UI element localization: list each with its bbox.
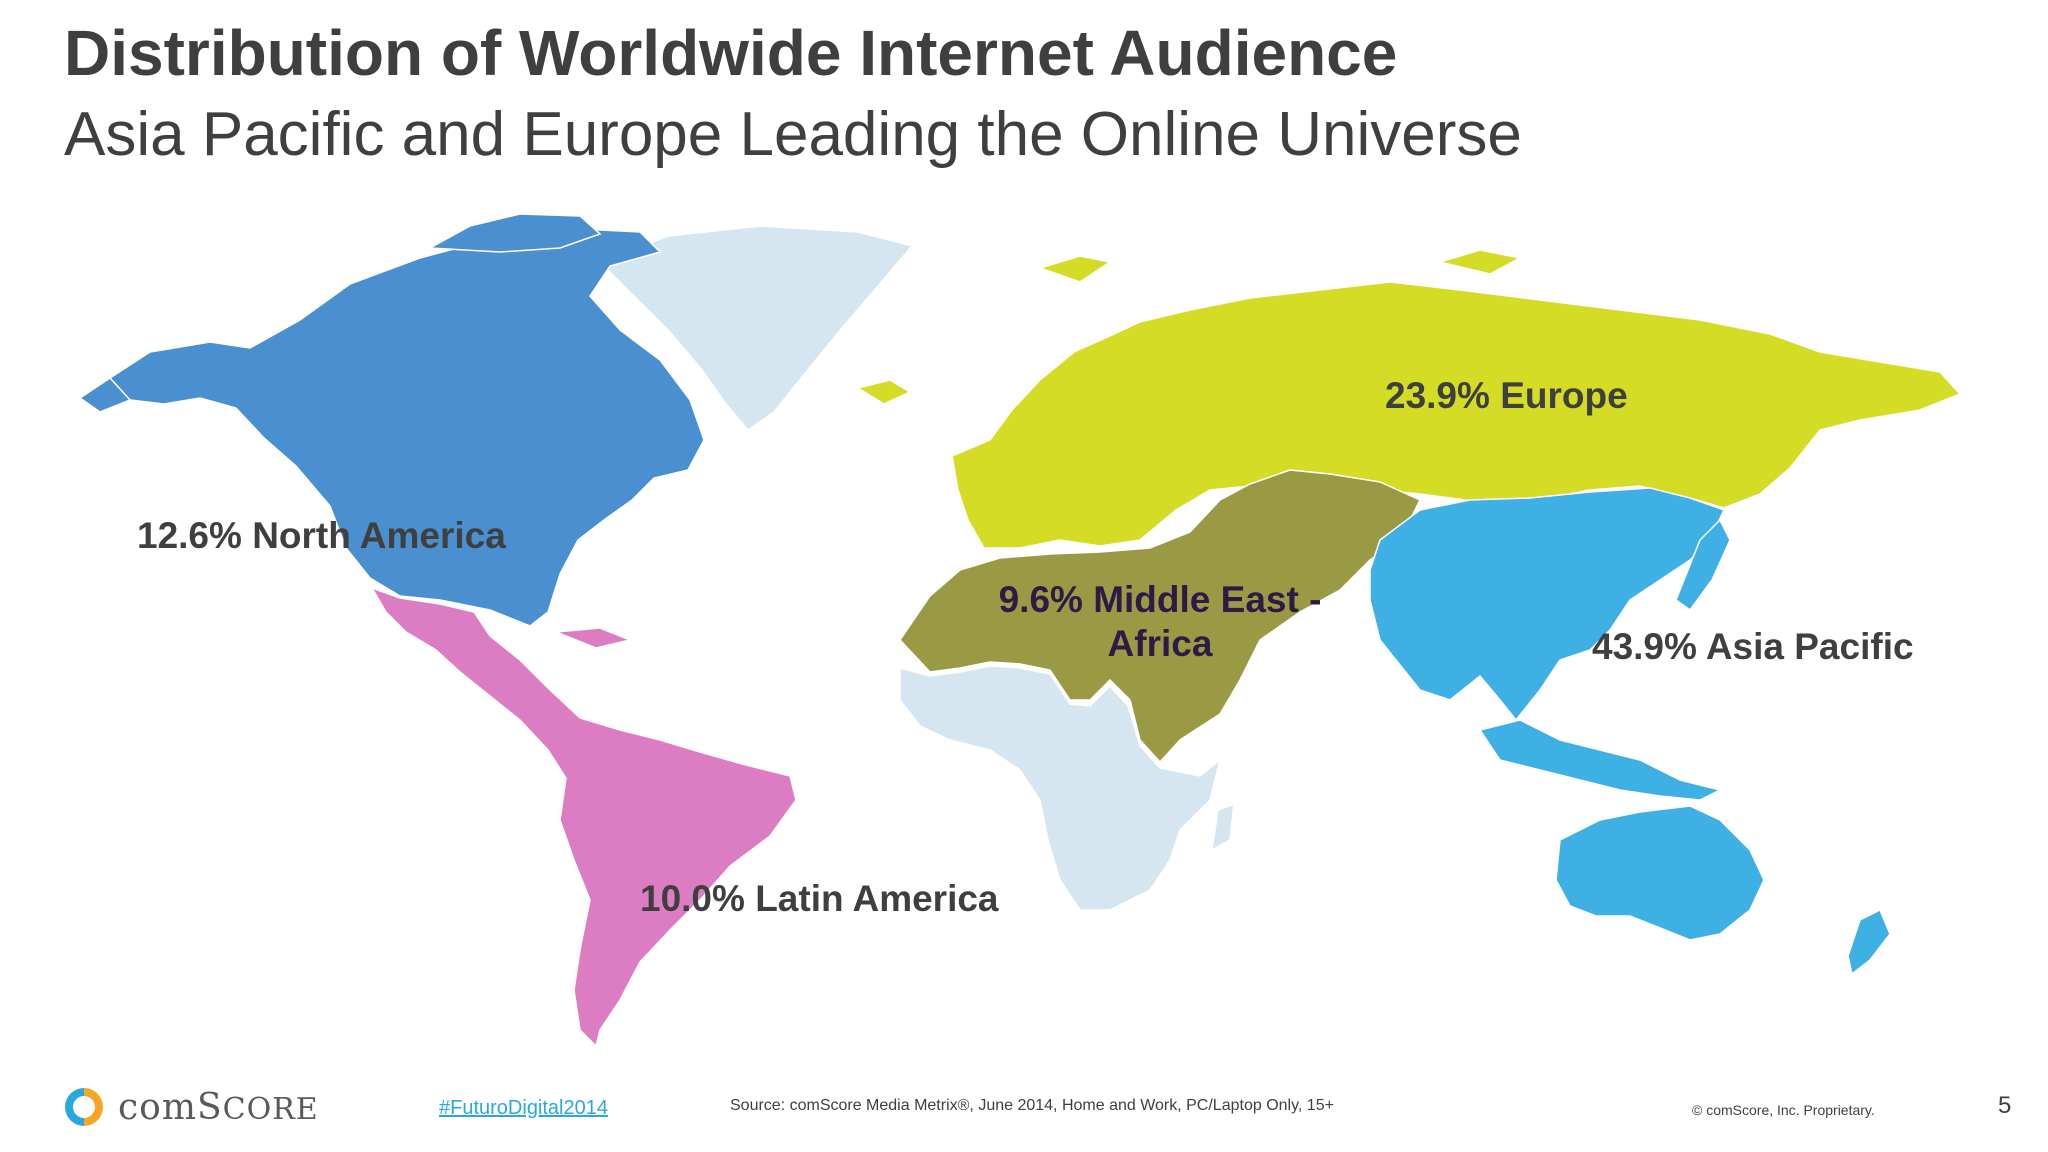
region-arctic-russia-islands [1437,249,1523,275]
source-note: Source: comScore Media Metrix®, June 201… [730,1097,1334,1114]
hashtag-link[interactable]: #FuturoDigital2014 [439,1097,608,1119]
copyright-note: © comScore, Inc. Proprietary. [1692,1102,1875,1118]
comscore-logo-text: comSCORE [118,1086,319,1128]
label-asia-pacific: 43.9% Asia Pacific [1592,626,1914,667]
region-asia-pacific [1369,487,1726,722]
region-madagascar [1211,802,1235,852]
region-north-america [108,227,705,627]
region-latin-america [370,586,797,1048]
region-sub-saharan-africa [899,665,1222,911]
region-alaska [78,377,132,413]
comscore-logo: comSCORE [62,1082,319,1132]
region-north-america-islands [427,213,602,253]
region-caribbean [555,627,633,649]
region-new-zealand [1847,908,1891,976]
label-latin-america: 10.0% Latin America [640,878,999,919]
region-iceland [856,379,912,405]
label-europe: 23.9% Europe [1385,375,1628,416]
region-japan [1675,518,1731,612]
region-svalbard [1037,255,1112,283]
comscore-logo-icon [65,1088,103,1126]
region-southeast-asia-islands [1478,719,1723,801]
region-greenland [598,225,914,432]
label-north-america: 12.6% North America [137,515,506,556]
page-number: 5 [1998,1092,2012,1119]
page-title: Distribution of Worldwide Internet Audie… [64,17,1398,89]
region-australia [1555,805,1765,941]
region-middle-east-africa [899,469,1422,764]
label-middle-east-africa: 9.6% Middle East - Africa [998,579,1322,664]
page-subtitle: Asia Pacific and Europe Leading the Onli… [64,100,1522,169]
region-europe [951,281,1962,549]
